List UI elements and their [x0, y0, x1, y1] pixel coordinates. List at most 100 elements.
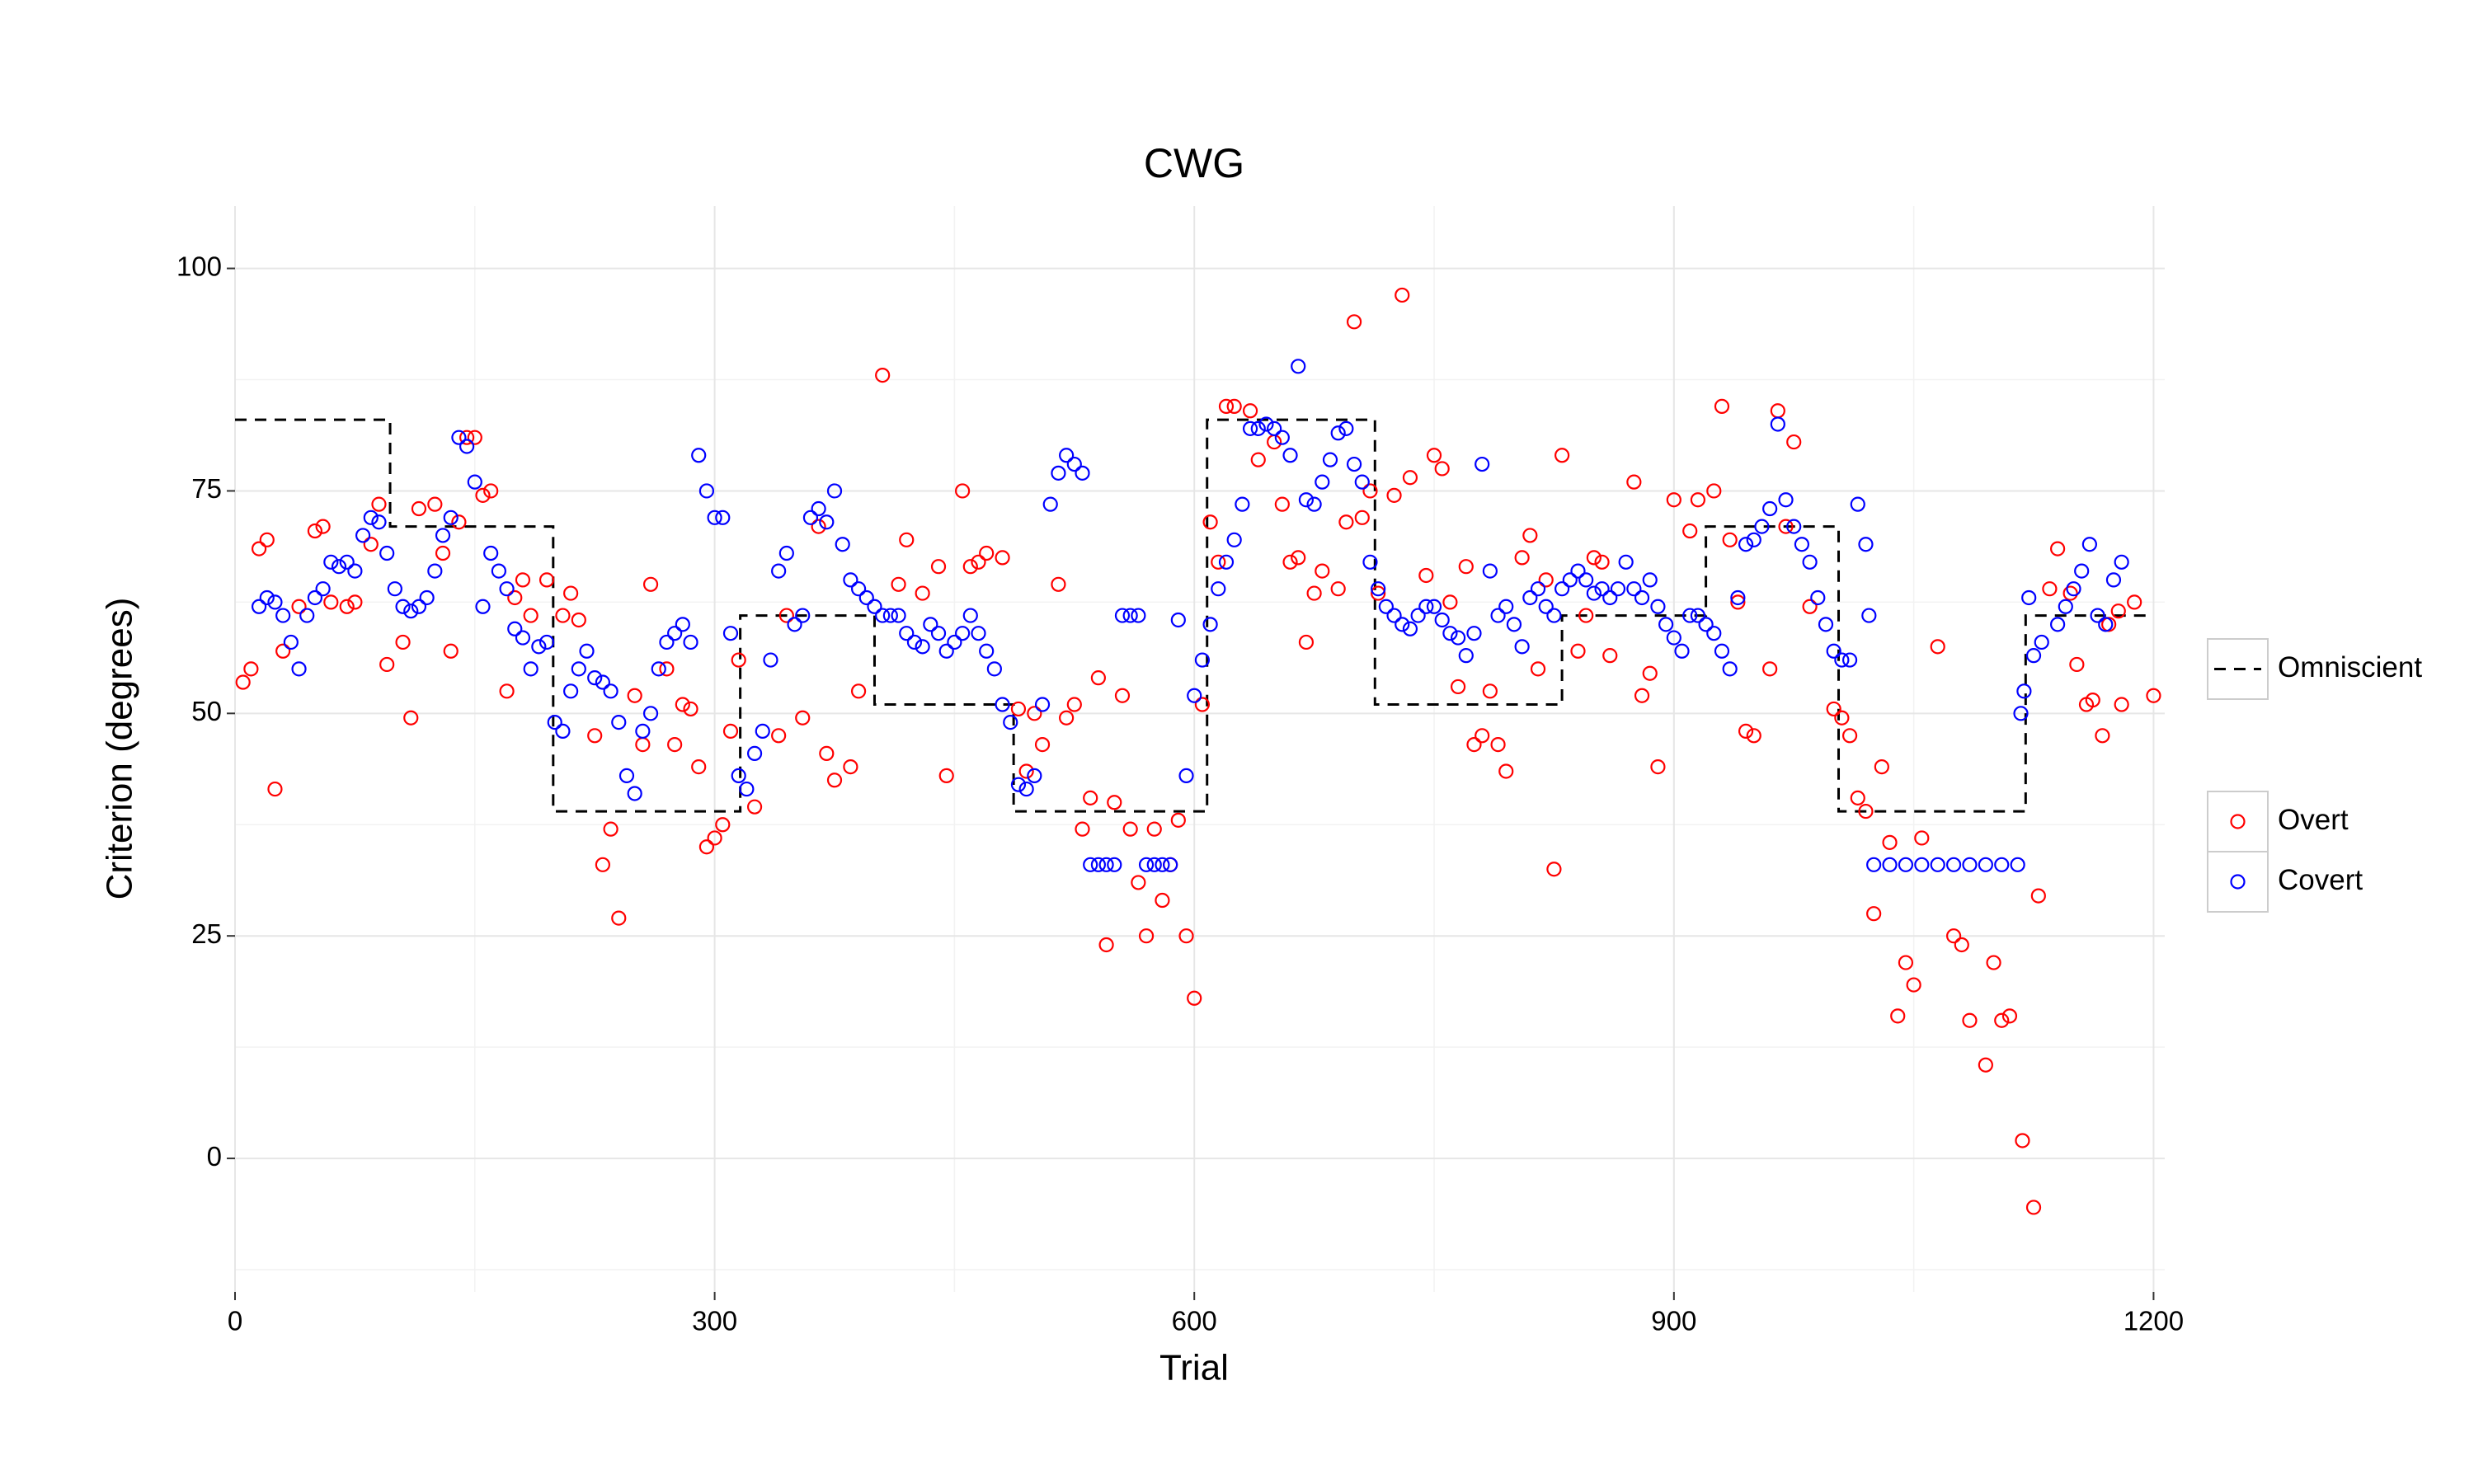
data-point [2001, 1008, 2018, 1024]
data-point [603, 821, 618, 837]
data-point [2105, 572, 2122, 588]
data-point [1490, 608, 1506, 623]
data-point [411, 500, 427, 517]
data-point [499, 581, 515, 597]
data-point [2010, 857, 2025, 872]
data-point [691, 448, 707, 463]
data-point [1475, 728, 1490, 744]
data-point [1650, 599, 1666, 614]
data-point [1378, 599, 1394, 614]
data-point [1371, 581, 1386, 597]
data-point [403, 603, 419, 619]
data-point [1178, 928, 1194, 944]
data-point [1330, 581, 1346, 597]
data-point [1538, 599, 1554, 614]
data-point [531, 639, 547, 655]
data-point [906, 634, 923, 650]
data-point [1698, 617, 1714, 632]
data-point [1034, 697, 1051, 712]
data-point [739, 781, 755, 797]
data-point [339, 554, 355, 570]
data-point [715, 817, 731, 833]
data-point [2050, 541, 2066, 556]
data-point [1498, 599, 1514, 614]
data-point [667, 626, 683, 641]
data-point [778, 545, 794, 561]
data-point [1458, 559, 1474, 575]
data-point [755, 723, 770, 740]
legend-label: Overt [2278, 804, 2349, 836]
data-point [2095, 728, 2110, 744]
data-point [979, 545, 995, 561]
data-point [1178, 768, 1194, 783]
data-point [955, 483, 971, 499]
data-point [539, 572, 555, 588]
data-point [787, 617, 802, 632]
data-point [1042, 496, 1058, 512]
x-axis-label: Trial [1159, 1348, 1229, 1388]
data-point [1146, 821, 1162, 837]
data-point [363, 537, 379, 552]
data-point [1562, 572, 1578, 588]
data-point [715, 510, 731, 525]
data-point [1754, 519, 1770, 534]
data-point [1642, 572, 1658, 588]
data-point [1682, 523, 1698, 539]
data-point [1858, 537, 1874, 552]
data-point [1594, 581, 1610, 597]
data-point [1706, 626, 1722, 641]
data-point [451, 430, 467, 445]
data-point [2127, 594, 2142, 610]
data-point [1906, 977, 1921, 993]
data-point [1338, 514, 1354, 530]
data-point [1722, 532, 1738, 547]
data-point [1778, 492, 1794, 508]
data-point [1586, 585, 1602, 601]
data-point [2085, 693, 2100, 708]
data-point [707, 510, 722, 525]
data-point [683, 634, 698, 650]
data-point [1354, 474, 1370, 490]
data-point [1114, 688, 1131, 703]
data-point [1602, 648, 1618, 664]
data-point [1930, 639, 1945, 655]
data-point [1770, 416, 1785, 432]
data-point [731, 768, 746, 783]
data-point [731, 652, 746, 668]
data-point [1794, 537, 1810, 552]
data-point [1218, 398, 1235, 414]
data-point [1898, 857, 1914, 872]
data-point [1003, 715, 1018, 730]
data-point [451, 514, 467, 530]
data-point [1802, 599, 1818, 614]
data-point [1235, 496, 1250, 512]
data-point [1138, 857, 1155, 872]
data-point [746, 799, 763, 815]
data-point [459, 439, 475, 454]
data-point [1482, 563, 1498, 579]
data-point [1075, 821, 1090, 837]
data-point [1866, 857, 1882, 872]
data-point [1506, 617, 1522, 632]
data-point [947, 634, 962, 650]
data-point [1131, 875, 1146, 890]
data-point [2081, 537, 2097, 552]
data-point [1722, 661, 1738, 677]
data-point [475, 487, 491, 503]
data-point [275, 608, 291, 623]
data-point [603, 683, 618, 699]
data-point [923, 617, 938, 632]
data-point [811, 519, 826, 534]
x-tick-label: 1200 [2124, 1306, 2184, 1336]
data-point [1826, 643, 1841, 659]
data-point [938, 643, 954, 659]
data-point [891, 608, 906, 623]
data-point [2025, 1200, 2042, 1215]
data-point [515, 572, 531, 588]
data-point [1170, 812, 1186, 828]
data-point [1898, 955, 1914, 970]
data-point [707, 830, 722, 846]
data-point [1450, 630, 1466, 646]
data-point [347, 563, 363, 579]
data-point [1426, 599, 1442, 614]
